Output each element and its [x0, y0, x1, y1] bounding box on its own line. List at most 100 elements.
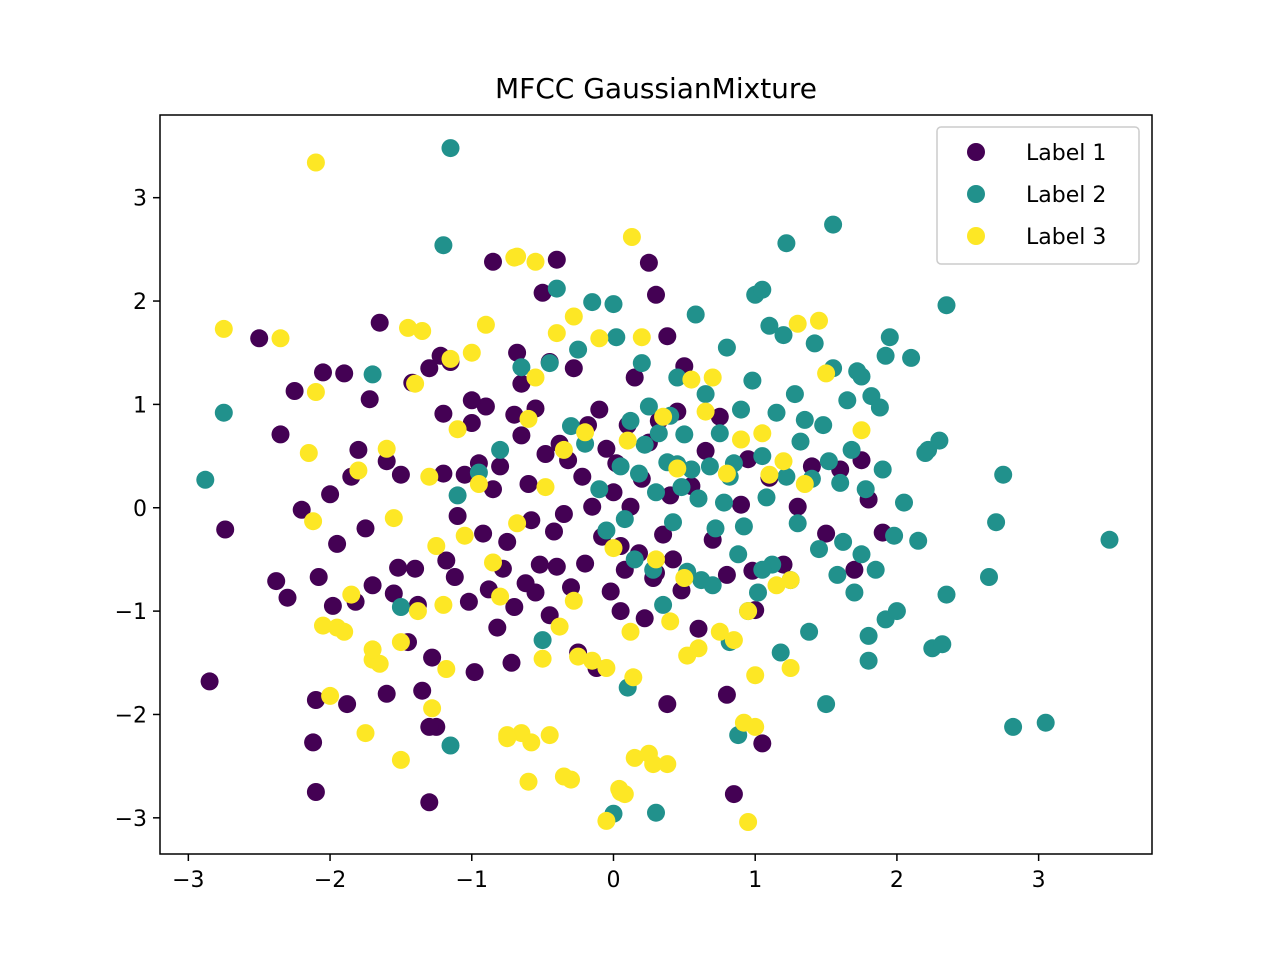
- point-label1: [423, 648, 442, 667]
- point-label1: [413, 681, 432, 700]
- point-label1: [845, 560, 864, 579]
- point-label2: [700, 457, 719, 476]
- point-label3: [710, 622, 729, 641]
- legend-label: Label 2: [1026, 183, 1106, 208]
- point-label1: [306, 691, 325, 709]
- point-label3: [569, 647, 588, 666]
- point-label2: [777, 234, 796, 253]
- point-label3: [788, 314, 807, 333]
- point-label2: [647, 483, 665, 502]
- point-label2: [824, 215, 843, 234]
- point-label3: [356, 724, 375, 743]
- point-label1: [732, 495, 750, 514]
- point-label3: [441, 349, 460, 368]
- point-label1: [363, 576, 382, 595]
- point-label3: [618, 431, 637, 450]
- point-label2: [715, 493, 733, 512]
- point-label1: [519, 475, 538, 493]
- point-label1: [304, 733, 323, 752]
- point-label3: [306, 153, 325, 172]
- point-label2: [810, 540, 828, 559]
- point-label1: [604, 483, 623, 502]
- point-label3: [420, 467, 439, 486]
- point-label2: [615, 510, 634, 529]
- point-label1: [377, 452, 396, 471]
- point-label1: [292, 500, 311, 519]
- point-label2: [649, 424, 668, 443]
- point-label3: [491, 587, 510, 606]
- legend-marker: [967, 185, 985, 203]
- point-label1: [562, 578, 580, 597]
- point-label2: [987, 513, 1006, 532]
- legend-label: Label 1: [1026, 141, 1106, 166]
- point-label3: [810, 311, 828, 330]
- point-label3: [498, 729, 517, 748]
- point-label2: [734, 517, 753, 536]
- y-tick-label: −3: [115, 807, 147, 832]
- point-label3: [434, 595, 453, 614]
- point-label1: [526, 583, 545, 602]
- point-label3: [508, 514, 527, 533]
- point-label1: [802, 457, 821, 476]
- point-label3: [547, 324, 566, 343]
- point-label2: [795, 410, 814, 429]
- point-label2: [647, 803, 665, 822]
- point-label1: [590, 400, 609, 419]
- point-label1: [370, 313, 389, 332]
- point-label1: [285, 382, 304, 400]
- point-label3: [377, 439, 396, 458]
- point-label3: [647, 550, 665, 569]
- point-label1: [536, 445, 555, 463]
- point-label2: [491, 440, 510, 459]
- point-label3: [734, 713, 753, 732]
- point-label2: [611, 457, 630, 476]
- point-label2: [880, 328, 899, 347]
- point-label1: [278, 588, 297, 607]
- point-label2: [664, 513, 682, 532]
- point-label3: [658, 755, 677, 774]
- point-label1: [717, 565, 736, 584]
- x-tick-label: −3: [172, 868, 204, 893]
- point-label3: [781, 659, 800, 677]
- point-label3: [597, 811, 616, 830]
- point-label3: [817, 364, 836, 383]
- point-label3: [675, 569, 694, 587]
- point-label3: [455, 526, 474, 545]
- point-label3: [852, 421, 871, 440]
- point-label1: [459, 592, 478, 611]
- point-label1: [434, 464, 453, 483]
- point-label3: [540, 726, 559, 745]
- point-label1: [601, 582, 620, 601]
- point-label2: [607, 328, 626, 347]
- point-label2: [654, 595, 673, 614]
- point-label3: [427, 537, 446, 555]
- point-label1: [476, 397, 495, 416]
- point-label2: [805, 334, 824, 353]
- point-label1: [512, 426, 531, 445]
- point-label3: [554, 440, 573, 459]
- point-label1: [530, 555, 549, 574]
- point-label2: [831, 473, 850, 492]
- y-tick-label: 0: [133, 497, 147, 522]
- legend-marker: [967, 143, 985, 161]
- point-label1: [522, 511, 541, 530]
- point-label2: [771, 643, 790, 662]
- point-label3: [448, 420, 467, 439]
- point-label1: [788, 497, 807, 516]
- point-label3: [399, 318, 417, 337]
- point-label3: [576, 423, 595, 442]
- point-label1: [597, 439, 616, 458]
- point-label2: [767, 403, 786, 422]
- point-label2: [672, 478, 691, 497]
- point-label3: [299, 444, 318, 462]
- point-label1: [389, 558, 408, 577]
- point-label3: [349, 461, 368, 480]
- point-label2: [933, 635, 952, 654]
- point-label2: [870, 398, 889, 417]
- point-label2: [214, 403, 233, 422]
- point-label1: [710, 407, 729, 426]
- point-label1: [384, 584, 403, 603]
- point-label1: [328, 534, 347, 553]
- point-label2: [817, 695, 836, 714]
